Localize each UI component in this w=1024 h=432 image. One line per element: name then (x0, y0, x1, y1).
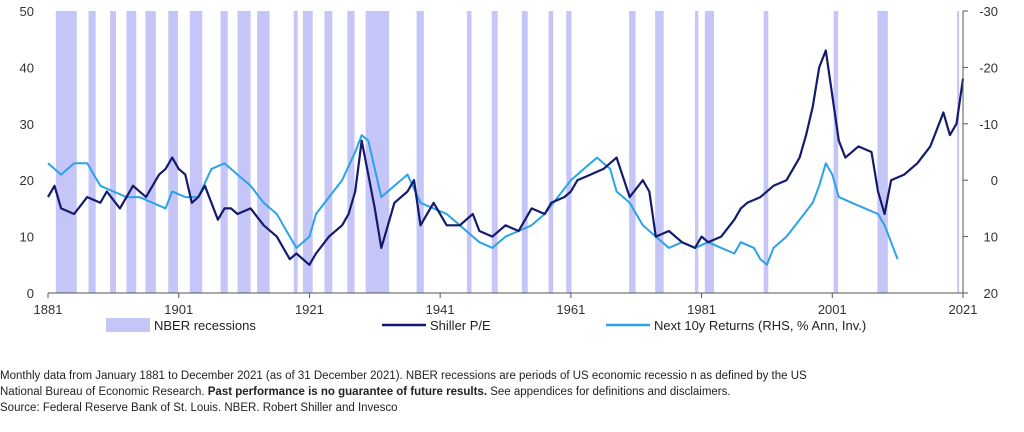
footnote-line-2a: National Bureau of Economic Research. (0, 386, 208, 398)
x-tick-label: 1981 (687, 302, 716, 317)
recession-bands (55, 11, 960, 293)
left-y-tick-label: 50 (20, 4, 34, 19)
recession-band-3 (110, 11, 116, 293)
x-tick-label: 2001 (818, 302, 847, 317)
left-y-tick-label: 0 (27, 286, 34, 301)
recession-band-21 (566, 11, 572, 293)
recession-band-8 (220, 11, 228, 293)
recession-band-23 (655, 11, 664, 293)
recession-band-29 (957, 11, 960, 293)
recession-band-17 (466, 11, 472, 293)
legend-label-shiller-pe: Shiller P/E (430, 318, 491, 333)
recession-band-12 (302, 11, 313, 293)
left-y-tick-label: 30 (20, 117, 34, 132)
recession-band-13 (324, 11, 333, 293)
recession-band-6 (168, 11, 179, 293)
x-tick-label: 1941 (426, 302, 455, 317)
x-tick-label: 1961 (556, 302, 585, 317)
recession-band-19 (521, 11, 528, 293)
legend-swatch-recessions (106, 318, 150, 332)
right-y-tick-label: 0 (991, 173, 998, 188)
left-y-tick-label: 10 (20, 230, 34, 245)
footnote-line-2c: See appendices for definitions and discl… (487, 386, 731, 398)
left-y-tick-label: 20 (20, 173, 34, 188)
recession-band-16 (416, 11, 424, 293)
recession-band-11 (293, 11, 298, 293)
x-tick-label: 2021 (949, 302, 978, 317)
recession-band-10 (257, 11, 270, 293)
recession-band-7 (189, 11, 203, 293)
x-tick-label: 1921 (295, 302, 324, 317)
right-y-tick-label: 20 (984, 286, 998, 301)
right-y-tick-label: -20 (979, 60, 998, 75)
legend-label-recessions: NBER recessions (154, 318, 256, 333)
series-next-10y-returns (47, 134, 899, 266)
footnote-disclaimer: Past performance is no guarantee of futu… (207, 386, 488, 398)
footnote: Monthly data from January 1881 to Decemb… (0, 368, 1020, 416)
recession-band-26 (763, 11, 769, 293)
x-tick-label: 1881 (34, 302, 63, 317)
footnote-line-2: National Bureau of Economic Research. Pa… (0, 384, 1020, 400)
recession-band-27 (833, 11, 839, 293)
recession-band-24 (695, 11, 699, 293)
x-tick-label: 1901 (164, 302, 193, 317)
left-y-tick-label: 40 (20, 60, 34, 75)
recession-band-1 (55, 11, 77, 293)
recession-band-9 (237, 11, 251, 293)
right-y-tick-label: 10 (984, 230, 998, 245)
recession-band-2 (88, 11, 96, 293)
footnote-line-1: Monthly data from January 1881 to Decemb… (0, 370, 807, 382)
footnote-source: Source: Federal Reserve Bank of St. Loui… (0, 402, 398, 414)
recession-band-25 (704, 11, 714, 293)
line-next-10y-returns (47, 134, 899, 266)
recession-band-20 (548, 11, 554, 293)
right-y-tick-label: -30 (979, 4, 998, 19)
recession-band-5 (145, 11, 156, 293)
recession-band-14 (347, 11, 355, 293)
legend: NBER recessions Shiller P/E Next 10y Ret… (106, 318, 866, 333)
legend-label-next-10y-returns: Next 10y Returns (RHS, % Ann, Inv.) (654, 318, 866, 333)
recession-band-18 (491, 11, 498, 293)
series-shiller-pe (47, 49, 965, 266)
shiller-pe-chart: 1881 1901 1921 1941 1961 1981 2001 2021 0 10 20 30 4… (20, 4, 998, 333)
recession-band-28 (877, 11, 888, 293)
axes: 1881 1901 1921 1941 1961 1981 2001 2021 0 10 20 30 4… (20, 4, 998, 317)
recession-band-15 (365, 11, 390, 293)
right-y-tick-label: -10 (979, 117, 998, 132)
recession-band-22 (629, 11, 636, 293)
recession-band-4 (126, 11, 137, 293)
line-shiller-pe (47, 49, 965, 266)
